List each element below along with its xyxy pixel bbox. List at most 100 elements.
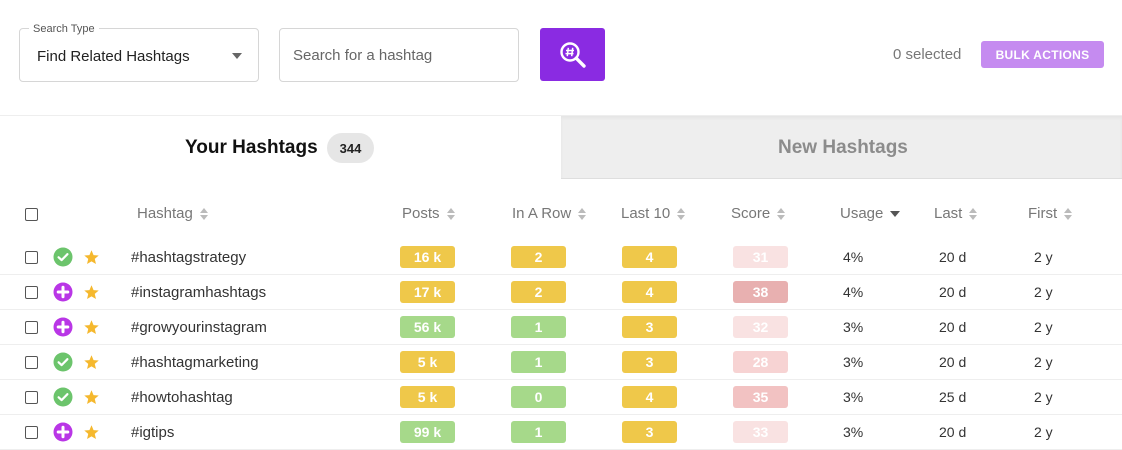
column-header-score[interactable]: Score: [731, 205, 786, 222]
column-header-posts[interactable]: Posts: [402, 205, 455, 222]
tab-new-hashtags-label: New Hashtags: [778, 137, 908, 158]
posts-pill: 5 k: [400, 386, 455, 408]
score-pill: 31: [733, 246, 788, 268]
posts-pill: 99 k: [400, 421, 455, 443]
table-header: Hashtag Posts In A Row Last 10 Score Usa…: [0, 178, 1122, 240]
last-10-pill: 3: [622, 421, 677, 443]
column-last-label: Last: [934, 205, 963, 222]
table-row[interactable]: #hashtagstrategy 16 k 2 4 31 4% 20 d 2 y: [0, 240, 1122, 275]
usage-value: 3%: [843, 319, 864, 335]
last-10-pill: 4: [622, 386, 677, 408]
row-checkbox[interactable]: [25, 286, 38, 299]
last-10-pill: 4: [622, 281, 677, 303]
first-value: 2 y: [1034, 354, 1053, 370]
last-value: 20 d: [939, 424, 967, 440]
sort-icon: [677, 207, 686, 220]
column-posts-label: Posts: [402, 205, 440, 222]
in-a-row-pill: 2: [511, 246, 566, 268]
in-a-row-pill: 2: [511, 281, 566, 303]
hashtag-name[interactable]: #instagramhashtags: [131, 284, 267, 301]
star-icon[interactable]: [83, 389, 100, 406]
hashtag-search-icon: [559, 41, 586, 68]
table-row[interactable]: #hashtagmarketing 5 k 1 3 28 3% 20 d 2 y: [0, 345, 1122, 380]
last-10-pill: 3: [622, 351, 677, 373]
column-header-last[interactable]: Last: [934, 205, 978, 222]
first-value: 2 y: [1034, 284, 1053, 300]
caret-down-icon[interactable]: [232, 53, 242, 59]
column-last-10-label: Last 10: [621, 205, 671, 222]
usage-value: 4%: [843, 284, 864, 300]
hashtag-name[interactable]: #igtips: [131, 424, 175, 441]
sort-icon: [969, 207, 978, 220]
usage-value: 3%: [843, 354, 864, 370]
sort-icon: [446, 207, 455, 220]
column-in-a-row-label: In A Row: [512, 205, 572, 222]
add-circle-icon[interactable]: [53, 282, 73, 302]
score-pill: 35: [733, 386, 788, 408]
first-value: 2 y: [1034, 389, 1053, 405]
search-type-label: Search Type: [29, 23, 99, 35]
score-pill: 32: [733, 316, 788, 338]
last-value: 20 d: [939, 354, 967, 370]
column-header-in-a-row[interactable]: In A Row: [512, 205, 587, 222]
last-value: 20 d: [939, 284, 967, 300]
in-a-row-pill: 1: [511, 316, 566, 338]
search-type-select[interactable]: Search Type Find Related Hashtags: [19, 23, 259, 82]
table-row[interactable]: #instagramhashtags 17 k 2 4 38 4% 20 d 2 y: [0, 275, 1122, 310]
hashtag-name[interactable]: #hashtagmarketing: [131, 354, 259, 371]
in-a-row-pill: 1: [511, 351, 566, 373]
sort-icon: [777, 207, 786, 220]
toolbar: Search Type Find Related Hashtags 0 sele…: [0, 0, 1122, 115]
posts-pill: 16 k: [400, 246, 455, 268]
star-icon[interactable]: [83, 319, 100, 336]
star-icon[interactable]: [83, 424, 100, 441]
column-header-first[interactable]: First: [1028, 205, 1073, 222]
column-header-usage[interactable]: Usage: [840, 205, 901, 222]
hashtag-search-input[interactable]: [279, 28, 519, 82]
star-icon[interactable]: [83, 354, 100, 371]
column-header-last-10[interactable]: Last 10: [621, 205, 686, 222]
last-value: 25 d: [939, 389, 967, 405]
last-10-pill: 3: [622, 316, 677, 338]
hashtag-tabs: Your Hashtags 344 New Hashtags: [0, 115, 1122, 179]
star-icon[interactable]: [83, 249, 100, 266]
hashtag-name[interactable]: #howtohashtag: [131, 389, 233, 406]
row-checkbox[interactable]: [25, 321, 38, 334]
hashtag-name[interactable]: #growyourinstagram: [131, 319, 267, 336]
tab-new-hashtags[interactable]: New Hashtags: [561, 116, 1122, 179]
table-row[interactable]: #howtohashtag 5 k 0 4 35 3% 25 d 2 y: [0, 380, 1122, 415]
first-value: 2 y: [1034, 424, 1053, 440]
sort-icon: [199, 207, 208, 220]
in-a-row-pill: 1: [511, 421, 566, 443]
check-circle-icon: [53, 352, 73, 372]
select-all-checkbox[interactable]: [25, 208, 38, 221]
last-value: 20 d: [939, 319, 967, 335]
score-pill: 38: [733, 281, 788, 303]
hashtag-name[interactable]: #hashtagstrategy: [131, 249, 247, 266]
score-pill: 33: [733, 421, 788, 443]
add-circle-icon[interactable]: [53, 317, 73, 337]
column-header-hashtag[interactable]: Hashtag: [137, 205, 208, 222]
check-circle-icon: [53, 387, 73, 407]
table-row[interactable]: #growyourinstagram 56 k 1 3 32 3% 20 d 2 y: [0, 310, 1122, 345]
posts-pill: 5 k: [400, 351, 455, 373]
star-icon[interactable]: [83, 284, 100, 301]
row-checkbox[interactable]: [25, 251, 38, 264]
hashtag-table: Hashtag Posts In A Row Last 10 Score Usa…: [0, 178, 1122, 450]
score-pill: 28: [733, 351, 788, 373]
column-score-label: Score: [731, 205, 771, 222]
row-checkbox[interactable]: [25, 356, 38, 369]
selected-count: 0 selected: [893, 46, 962, 63]
row-checkbox[interactable]: [25, 426, 38, 439]
usage-value: 3%: [843, 389, 864, 405]
first-value: 2 y: [1034, 249, 1053, 265]
bulk-actions-button[interactable]: BULK ACTIONS: [981, 41, 1104, 68]
search-type-value: Find Related Hashtags: [37, 48, 190, 65]
add-circle-icon[interactable]: [53, 422, 73, 442]
tab-your-hashtags[interactable]: Your Hashtags 344: [0, 116, 561, 179]
sort-icon: [578, 207, 587, 220]
row-checkbox[interactable]: [25, 391, 38, 404]
search-button[interactable]: [540, 28, 605, 81]
